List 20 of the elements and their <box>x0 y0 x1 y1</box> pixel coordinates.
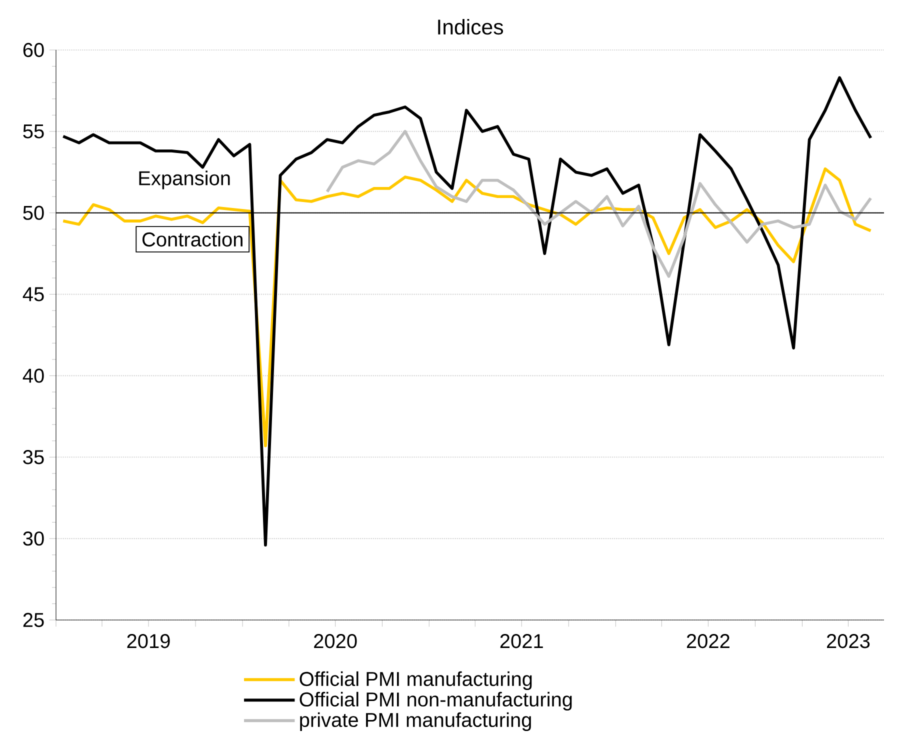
x-tick-label: 2023 <box>826 634 870 648</box>
y-tick-label: 40 <box>22 368 44 383</box>
x-tick-label: 2020 <box>314 634 357 648</box>
legend-label: Official PMI non-manufacturing <box>300 692 572 711</box>
y-tick-label: 55 <box>23 124 44 138</box>
chart-title: Indices <box>438 18 504 35</box>
y-tick-label: 25 <box>23 612 44 628</box>
x-tick-label: 2021 <box>500 634 543 648</box>
x-tick-label: 2022 <box>686 634 730 648</box>
y-tick-label: 35 <box>23 450 44 464</box>
annotation: Contraction <box>142 232 242 247</box>
legend-label: private PMI manufacturing <box>300 712 531 732</box>
x-tick-label: 2019 <box>127 634 170 648</box>
y-tick-label: 45 <box>22 287 44 302</box>
y-tick-label: 50 <box>23 206 44 220</box>
y-tick-label: 60 <box>23 42 44 58</box>
y-tick-label: 30 <box>23 531 44 546</box>
legend-label: Official PMI manufacturing <box>300 671 532 690</box>
annotation: Expansion <box>139 170 230 190</box>
line-series <box>326 130 872 278</box>
